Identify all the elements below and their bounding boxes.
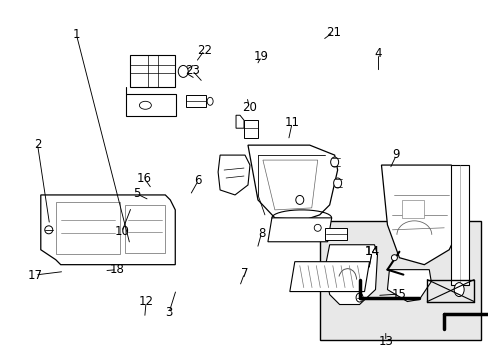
Polygon shape (381, 165, 463, 265)
Bar (324, 228, 346, 240)
Bar (126, 94, 176, 116)
Text: 17: 17 (27, 269, 42, 282)
Text: 2: 2 (34, 138, 41, 150)
Text: 5: 5 (132, 187, 140, 200)
Ellipse shape (178, 66, 188, 77)
Text: 18: 18 (109, 263, 124, 276)
Text: 15: 15 (391, 288, 406, 301)
Text: 9: 9 (392, 148, 399, 161)
Text: 13: 13 (378, 335, 392, 348)
Ellipse shape (453, 283, 463, 297)
Ellipse shape (333, 178, 341, 188)
Text: 4: 4 (374, 47, 382, 60)
Bar (450, 165, 468, 285)
Bar (319, 221, 480, 339)
Text: 6: 6 (194, 174, 202, 187)
Ellipse shape (390, 255, 397, 261)
Bar (244, 120, 258, 138)
Text: 14: 14 (364, 245, 379, 258)
Bar (130, 55, 175, 87)
Polygon shape (236, 115, 244, 128)
Text: 11: 11 (284, 116, 299, 129)
Text: 7: 7 (240, 267, 248, 280)
Polygon shape (263, 160, 317, 210)
Text: 1: 1 (73, 28, 80, 41)
Polygon shape (386, 270, 430, 302)
Polygon shape (247, 145, 337, 220)
Polygon shape (267, 218, 331, 242)
Text: 12: 12 (138, 296, 153, 309)
Bar (56, 202, 120, 254)
Bar (402, 200, 424, 218)
Text: 22: 22 (197, 44, 212, 57)
Polygon shape (289, 262, 369, 292)
Text: 8: 8 (257, 226, 264, 239)
Ellipse shape (139, 101, 151, 109)
Text: 10: 10 (114, 225, 129, 238)
Ellipse shape (207, 97, 213, 105)
Ellipse shape (295, 195, 303, 204)
Text: 14: 14 (364, 245, 379, 258)
Text: 21: 21 (325, 26, 340, 39)
Ellipse shape (355, 293, 362, 302)
Text: 19: 19 (254, 50, 268, 63)
Polygon shape (218, 155, 249, 195)
Text: 16: 16 (137, 172, 152, 185)
Bar (186, 95, 206, 107)
Ellipse shape (314, 224, 321, 231)
Text: 20: 20 (242, 101, 256, 114)
Polygon shape (324, 245, 377, 305)
Ellipse shape (330, 157, 338, 167)
Text: 3: 3 (165, 306, 172, 319)
Ellipse shape (45, 226, 53, 234)
Polygon shape (41, 195, 175, 265)
Bar (125, 205, 165, 253)
Text: 23: 23 (184, 64, 200, 77)
